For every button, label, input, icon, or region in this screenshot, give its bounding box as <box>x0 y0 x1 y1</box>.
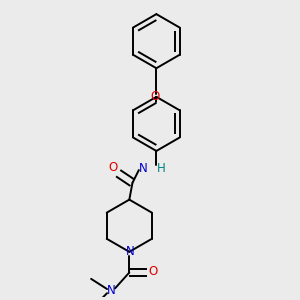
Text: O: O <box>109 161 118 174</box>
Text: N: N <box>126 245 134 258</box>
Text: N: N <box>139 162 148 175</box>
Text: O: O <box>151 90 160 103</box>
Text: H: H <box>157 162 166 175</box>
Text: N: N <box>106 284 115 297</box>
Text: O: O <box>148 265 157 278</box>
